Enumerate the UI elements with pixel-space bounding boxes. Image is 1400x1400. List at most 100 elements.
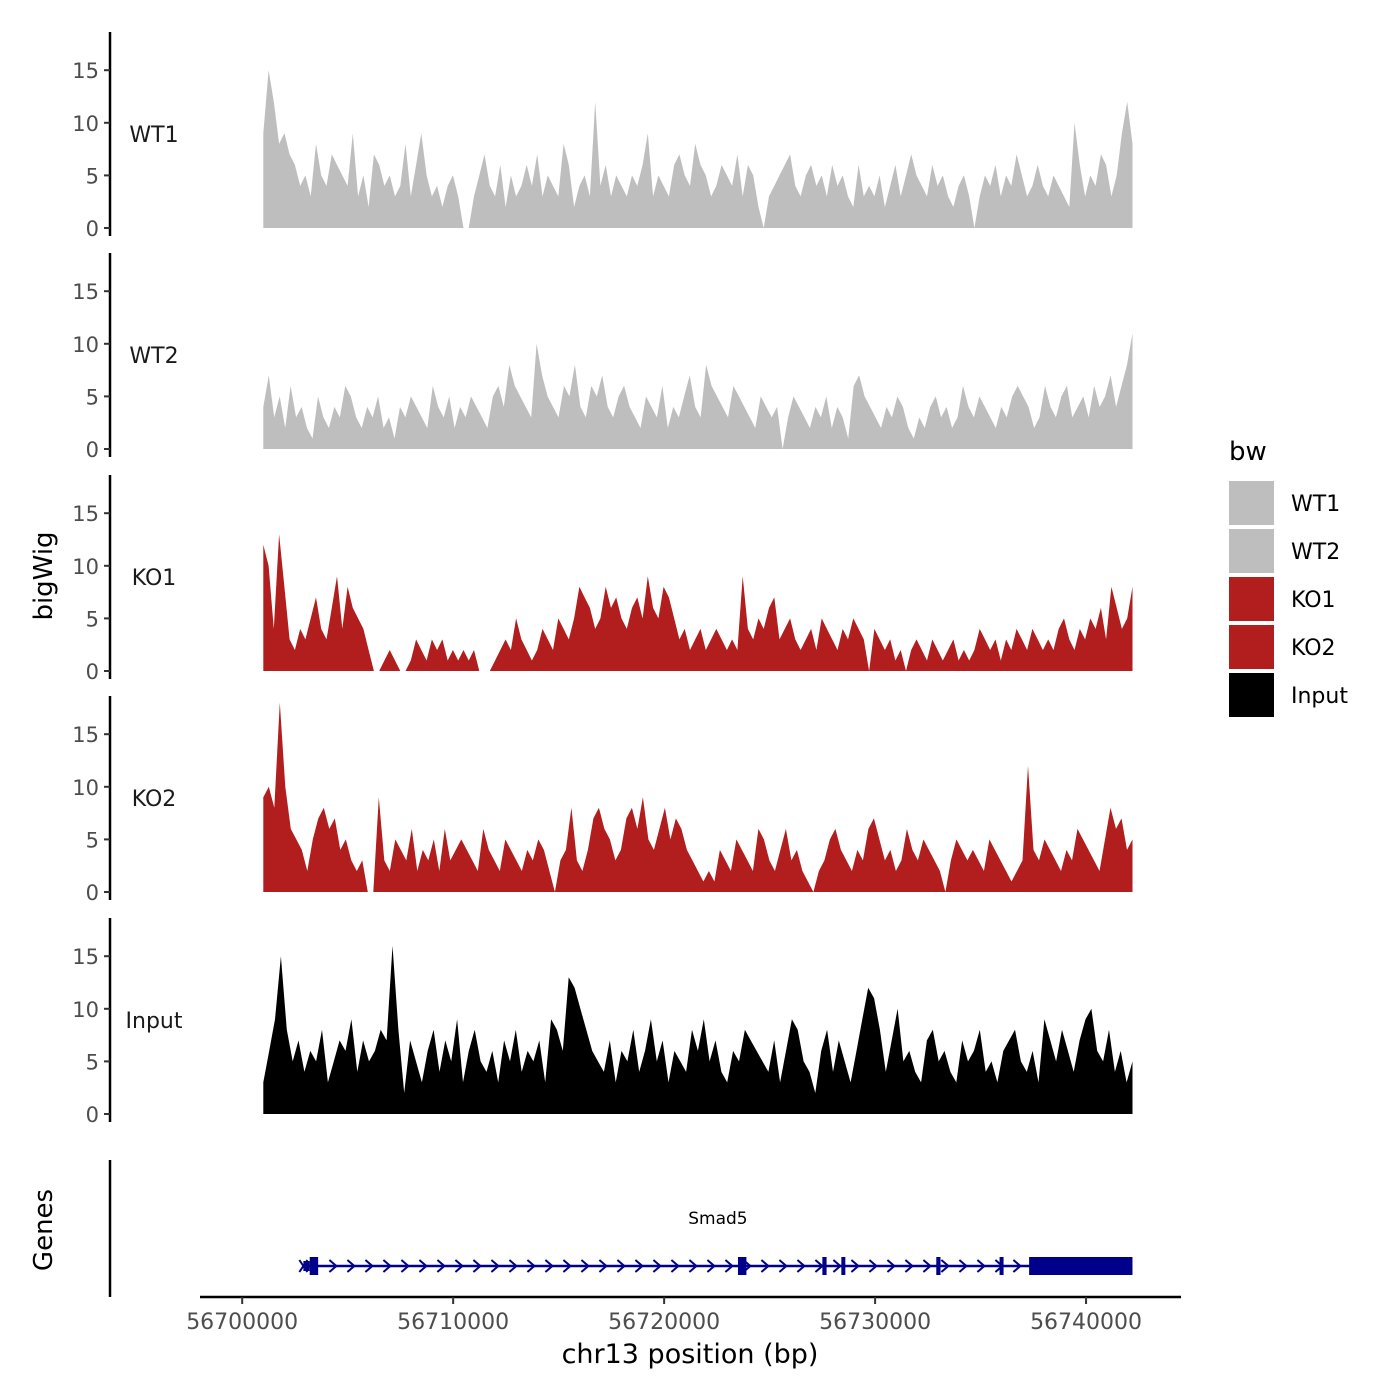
strand-arrow [904, 1259, 914, 1273]
x-tick-label: 56710000 [397, 1310, 509, 1335]
y-tick-label: 0 [86, 1103, 99, 1127]
gene-track: Smad5 [108, 1160, 1133, 1297]
strand-arrow [832, 1259, 842, 1273]
strand-arrow [436, 1259, 446, 1273]
strand-arrow [940, 1259, 950, 1273]
y-tick-label: 0 [86, 438, 99, 462]
legend: bw WT1 WT2 KO1 KO2 Input [1229, 437, 1348, 717]
track-label-ko2: KO2 [132, 787, 177, 812]
strand-arrow [454, 1259, 464, 1273]
strand-arrow [652, 1259, 662, 1273]
strand-arrow [670, 1259, 680, 1273]
y-tick-label: 0 [86, 881, 99, 905]
track-label-input: Input [126, 1009, 183, 1034]
coverage-tracks: 0 5 10 15 WT1 0 5 10 15 WT2 0 5 10 15 KO1 0 5 10 15 KO2 0 5 10… [72, 32, 1133, 1127]
y-tick-label: 15 [72, 280, 99, 304]
coverage-area-input [263, 945, 1133, 1114]
y-tick-label: 5 [86, 607, 99, 631]
y-tick-label: 15 [72, 502, 99, 526]
gene-name-label: Smad5 [688, 1209, 747, 1229]
y-tick-label: 5 [86, 164, 99, 188]
y-tick-label: 5 [86, 1050, 99, 1074]
strand-arrow [1012, 1259, 1022, 1273]
y-tick-label: 0 [86, 217, 99, 241]
y-tick-label: 15 [72, 945, 99, 969]
y-tick-label: 10 [72, 555, 99, 579]
y-tick-label: 0 [86, 660, 99, 684]
legend-label-wt2: WT2 [1291, 540, 1340, 565]
strand-arrow [850, 1259, 860, 1273]
strand-arrow [490, 1259, 500, 1273]
strand-arrow [688, 1259, 698, 1273]
coverage-area-ko2 [263, 702, 1133, 892]
gene-exon [1029, 1257, 1133, 1275]
legend-label-ko2: KO2 [1291, 636, 1336, 661]
legend-swatch-input [1229, 673, 1274, 717]
strand-arrow [778, 1259, 788, 1273]
strand-arrow [508, 1259, 518, 1273]
strand-arrow [472, 1259, 482, 1273]
track-label-wt1: WT1 [129, 123, 178, 148]
legend-swatch-wt1 [1229, 481, 1274, 525]
strand-arrow [958, 1259, 968, 1273]
track-label-wt2: WT2 [129, 344, 178, 369]
strand-arrow [544, 1259, 554, 1273]
y-tick-label: 10 [72, 776, 99, 800]
strand-arrow [616, 1259, 626, 1273]
y-tick-label: 5 [86, 828, 99, 852]
gene-exon [309, 1257, 319, 1275]
x-tick-label: 56730000 [819, 1310, 931, 1335]
coverage-area-wt1 [263, 70, 1133, 228]
legend-swatch-ko1 [1229, 577, 1274, 621]
legend-swatch-ko2 [1229, 625, 1274, 669]
track-wt2: 0 5 10 15 WT2 [72, 253, 1133, 462]
x-tick-label: 56740000 [1030, 1310, 1142, 1335]
strand-arrow [760, 1259, 770, 1273]
strand-arrow [364, 1259, 374, 1273]
strand-arrow [400, 1259, 410, 1273]
y-tick-label: 10 [72, 998, 99, 1022]
strand-arrow [706, 1259, 716, 1273]
y-tick-label: 15 [72, 723, 99, 747]
gene-exon [822, 1257, 827, 1275]
strand-arrow [346, 1259, 356, 1273]
track-ko1: 0 5 10 15 KO1 [72, 475, 1133, 684]
x-tick-label: 56720000 [608, 1310, 720, 1335]
legend-label-wt1: WT1 [1291, 492, 1340, 517]
gene-exon [737, 1257, 747, 1275]
strand-arrow [886, 1259, 896, 1273]
track-ko2: 0 5 10 15 KO2 [72, 696, 1133, 905]
y-tick-label: 5 [86, 385, 99, 409]
strand-arrow [634, 1259, 644, 1273]
x-tick-label: 56700000 [186, 1310, 298, 1335]
y-axis-label-genes: Genes [29, 1189, 59, 1271]
track-input: 0 5 10 15 Input [72, 918, 1133, 1127]
x-axis-title: chr13 position (bp) [562, 1339, 819, 1370]
strand-arrow [418, 1259, 428, 1273]
x-axis: 56700000 56710000 56720000 56730000 56740000 [186, 1295, 1181, 1335]
legend-label-ko1: KO1 [1291, 588, 1336, 613]
strand-arrow [328, 1259, 338, 1273]
strand-arrow [526, 1259, 536, 1273]
legend-label-input: Input [1291, 684, 1348, 709]
coverage-area-ko1 [263, 534, 1133, 671]
strand-arrow [868, 1259, 878, 1273]
strand-arrow [562, 1259, 572, 1273]
strand-arrow [922, 1259, 932, 1273]
gene-exon [841, 1257, 846, 1275]
y-axis-label-bigwig: bigWig [29, 531, 59, 620]
track-label-ko1: KO1 [132, 566, 177, 591]
track-wt1: 0 5 10 15 WT1 [72, 32, 1133, 241]
gene-exon [999, 1257, 1004, 1275]
strand-arrow [976, 1259, 986, 1273]
y-tick-label: 10 [72, 333, 99, 357]
gene-exon [936, 1257, 941, 1275]
legend-title: bw [1229, 437, 1267, 467]
strand-arrow [580, 1259, 590, 1273]
y-tick-label: 15 [72, 59, 99, 83]
strand-arrow [796, 1259, 806, 1273]
gene-exon [303, 1261, 310, 1271]
coverage-area-wt2 [263, 333, 1133, 449]
